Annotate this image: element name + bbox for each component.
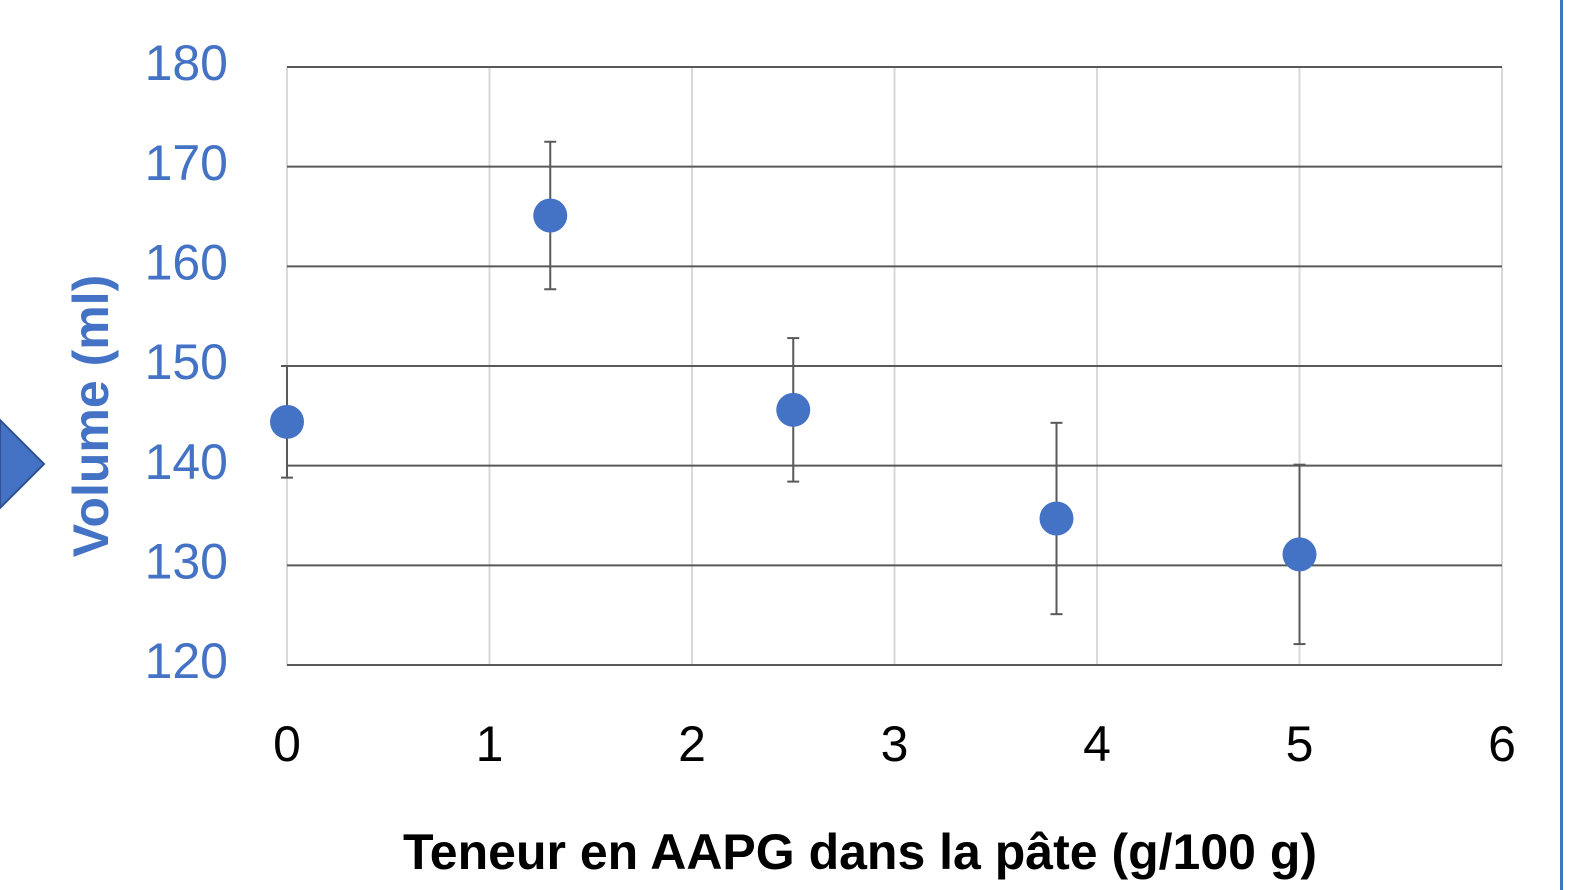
point (1039, 501, 1074, 536)
y-tick-label: 150 (145, 334, 228, 390)
x-tick-label: 0 (273, 716, 301, 772)
x-axis-label: Teneur en AAPG dans la pâte (g/100 g) (403, 824, 1317, 880)
y-tick-label: 180 (145, 35, 228, 91)
x-tick-label: 3 (881, 716, 909, 772)
x-tick-label: 4 (1083, 716, 1111, 772)
y-tick-label: 160 (145, 235, 228, 291)
x-tick-label: 5 (1286, 716, 1314, 772)
point (776, 392, 811, 427)
arrow-decoration (0, 418, 46, 510)
x-tick-label: 1 (476, 716, 504, 772)
y-axis-label: Volume (ml) (63, 275, 119, 557)
edge-decoration (1560, 0, 1563, 890)
y-tick-label: 140 (145, 434, 228, 490)
x-tick-label: 6 (1488, 716, 1516, 772)
point (533, 198, 568, 233)
y-tick-label: 130 (145, 534, 228, 590)
y-tick-label: 120 (145, 633, 228, 689)
y-tick-label: 170 (145, 135, 228, 191)
x-tick-label: 2 (678, 716, 706, 772)
point (270, 404, 304, 439)
point (1282, 537, 1317, 572)
